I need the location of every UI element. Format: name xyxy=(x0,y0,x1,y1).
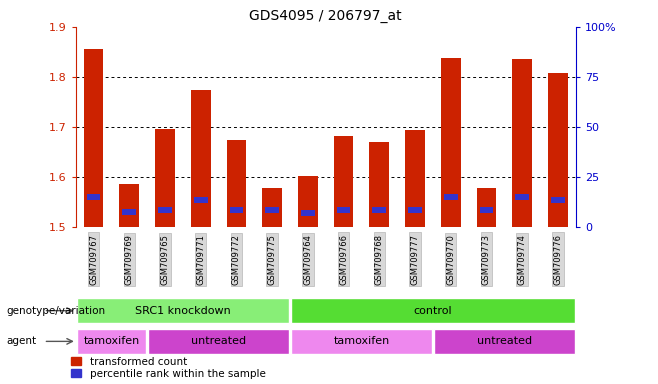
Bar xyxy=(263,188,282,227)
Text: GSM709777: GSM709777 xyxy=(411,234,420,285)
Text: untreated: untreated xyxy=(477,336,532,346)
Text: GSM709765: GSM709765 xyxy=(161,234,170,285)
Bar xyxy=(480,207,494,213)
Bar xyxy=(441,58,461,227)
Bar xyxy=(337,207,351,213)
Text: GSM709772: GSM709772 xyxy=(232,234,241,285)
Bar xyxy=(226,140,246,227)
Text: control: control xyxy=(414,306,452,316)
Text: GSM709773: GSM709773 xyxy=(482,234,491,285)
Bar xyxy=(372,207,386,213)
Bar xyxy=(265,207,279,213)
Bar xyxy=(155,129,175,227)
Bar xyxy=(194,197,207,203)
Bar xyxy=(298,176,318,227)
Bar xyxy=(120,184,139,227)
Legend: transformed count, percentile rank within the sample: transformed count, percentile rank withi… xyxy=(71,357,266,379)
Bar xyxy=(515,194,529,200)
Bar xyxy=(476,188,496,227)
Text: SRC1 knockdown: SRC1 knockdown xyxy=(135,306,231,316)
Bar xyxy=(122,209,136,215)
Bar xyxy=(191,90,211,227)
Text: agent: agent xyxy=(7,336,37,346)
Text: GSM709764: GSM709764 xyxy=(303,234,313,285)
Title: GDS4095 / 206797_at: GDS4095 / 206797_at xyxy=(249,9,402,23)
Bar xyxy=(84,49,103,227)
FancyBboxPatch shape xyxy=(291,329,432,354)
Bar xyxy=(370,142,389,227)
Bar xyxy=(548,73,568,227)
Bar xyxy=(158,207,172,213)
Text: GSM709766: GSM709766 xyxy=(339,234,348,285)
Text: GSM709767: GSM709767 xyxy=(89,234,98,285)
Text: GSM709770: GSM709770 xyxy=(446,234,455,285)
FancyBboxPatch shape xyxy=(434,329,574,354)
Text: genotype/variation: genotype/variation xyxy=(7,306,106,316)
Text: GSM709768: GSM709768 xyxy=(375,234,384,285)
Text: GSM709771: GSM709771 xyxy=(196,234,205,285)
FancyBboxPatch shape xyxy=(291,298,574,323)
Text: tamoxifen: tamoxifen xyxy=(84,336,139,346)
Bar xyxy=(334,136,353,227)
Bar xyxy=(408,207,422,213)
Text: GSM709775: GSM709775 xyxy=(268,234,276,285)
Text: GSM709774: GSM709774 xyxy=(518,234,526,285)
Text: untreated: untreated xyxy=(191,336,246,346)
Bar xyxy=(405,130,425,227)
Bar xyxy=(230,207,243,213)
Bar xyxy=(513,59,532,227)
Bar xyxy=(444,194,457,200)
Text: tamoxifen: tamoxifen xyxy=(334,336,390,346)
Bar xyxy=(551,197,565,203)
FancyBboxPatch shape xyxy=(77,329,146,354)
Text: GSM709776: GSM709776 xyxy=(553,234,563,285)
Text: GSM709769: GSM709769 xyxy=(125,234,134,285)
FancyBboxPatch shape xyxy=(148,329,289,354)
Bar xyxy=(87,194,101,200)
Bar xyxy=(301,210,315,215)
FancyBboxPatch shape xyxy=(77,298,289,323)
